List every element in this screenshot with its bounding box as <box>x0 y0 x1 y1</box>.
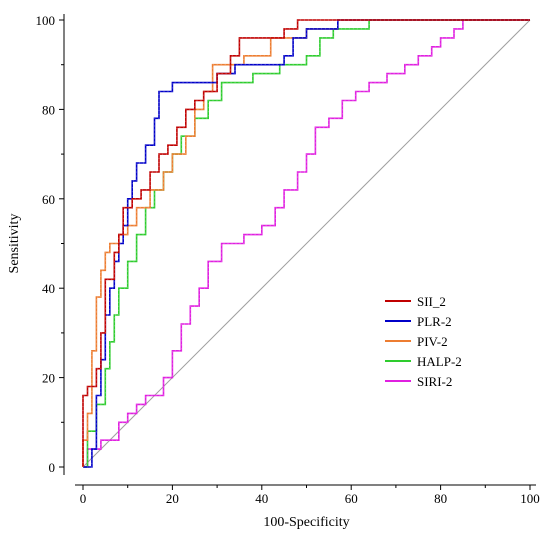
x-axis-title: 100-Specificity <box>263 515 349 530</box>
y-tick-label: 40 <box>42 281 55 296</box>
y-axis-ticks: 0 20 40 60 80 100 <box>36 13 64 475</box>
legend-label-plr-2: PLR-2 <box>417 314 452 329</box>
y-tick-label: 0 <box>49 460 56 475</box>
y-tick-label: 20 <box>42 371 55 386</box>
legend-label-sii-2: SII_2 <box>417 294 446 309</box>
axes: 0 20 40 60 80 100 0 20 40 60 80 100 <box>36 13 540 506</box>
y-axis-title: Sensitivity <box>7 214 22 274</box>
x-tick-label: 0 <box>80 491 87 506</box>
y-tick-label: 80 <box>42 102 55 117</box>
legend-label-siri-2: SIRI-2 <box>417 374 452 389</box>
legend-label-piv-2: PIV-2 <box>417 334 448 349</box>
x-tick-label: 40 <box>255 491 268 506</box>
x-tick-label: 20 <box>166 491 179 506</box>
y-tick-label: 100 <box>36 13 56 28</box>
plot-area <box>82 19 531 468</box>
reference-line <box>82 19 531 468</box>
series-layer <box>82 19 530 468</box>
x-tick-label: 100 <box>520 491 540 506</box>
legend-label-halp-2: HALP-2 <box>417 354 462 369</box>
legend: SII_2 PLR-2 PIV-2 HALP-2 SIRI-2 <box>385 294 462 389</box>
y-tick-label: 60 <box>42 192 55 207</box>
x-tick-label: 60 <box>345 491 358 506</box>
series-line-sii-2 <box>82 19 530 467</box>
x-tick-label: 80 <box>434 491 447 506</box>
series-dots-siri-2 <box>83 19 530 468</box>
x-axis-ticks: 0 20 40 60 80 100 <box>80 485 540 506</box>
series-dots-piv-2 <box>82 19 530 467</box>
